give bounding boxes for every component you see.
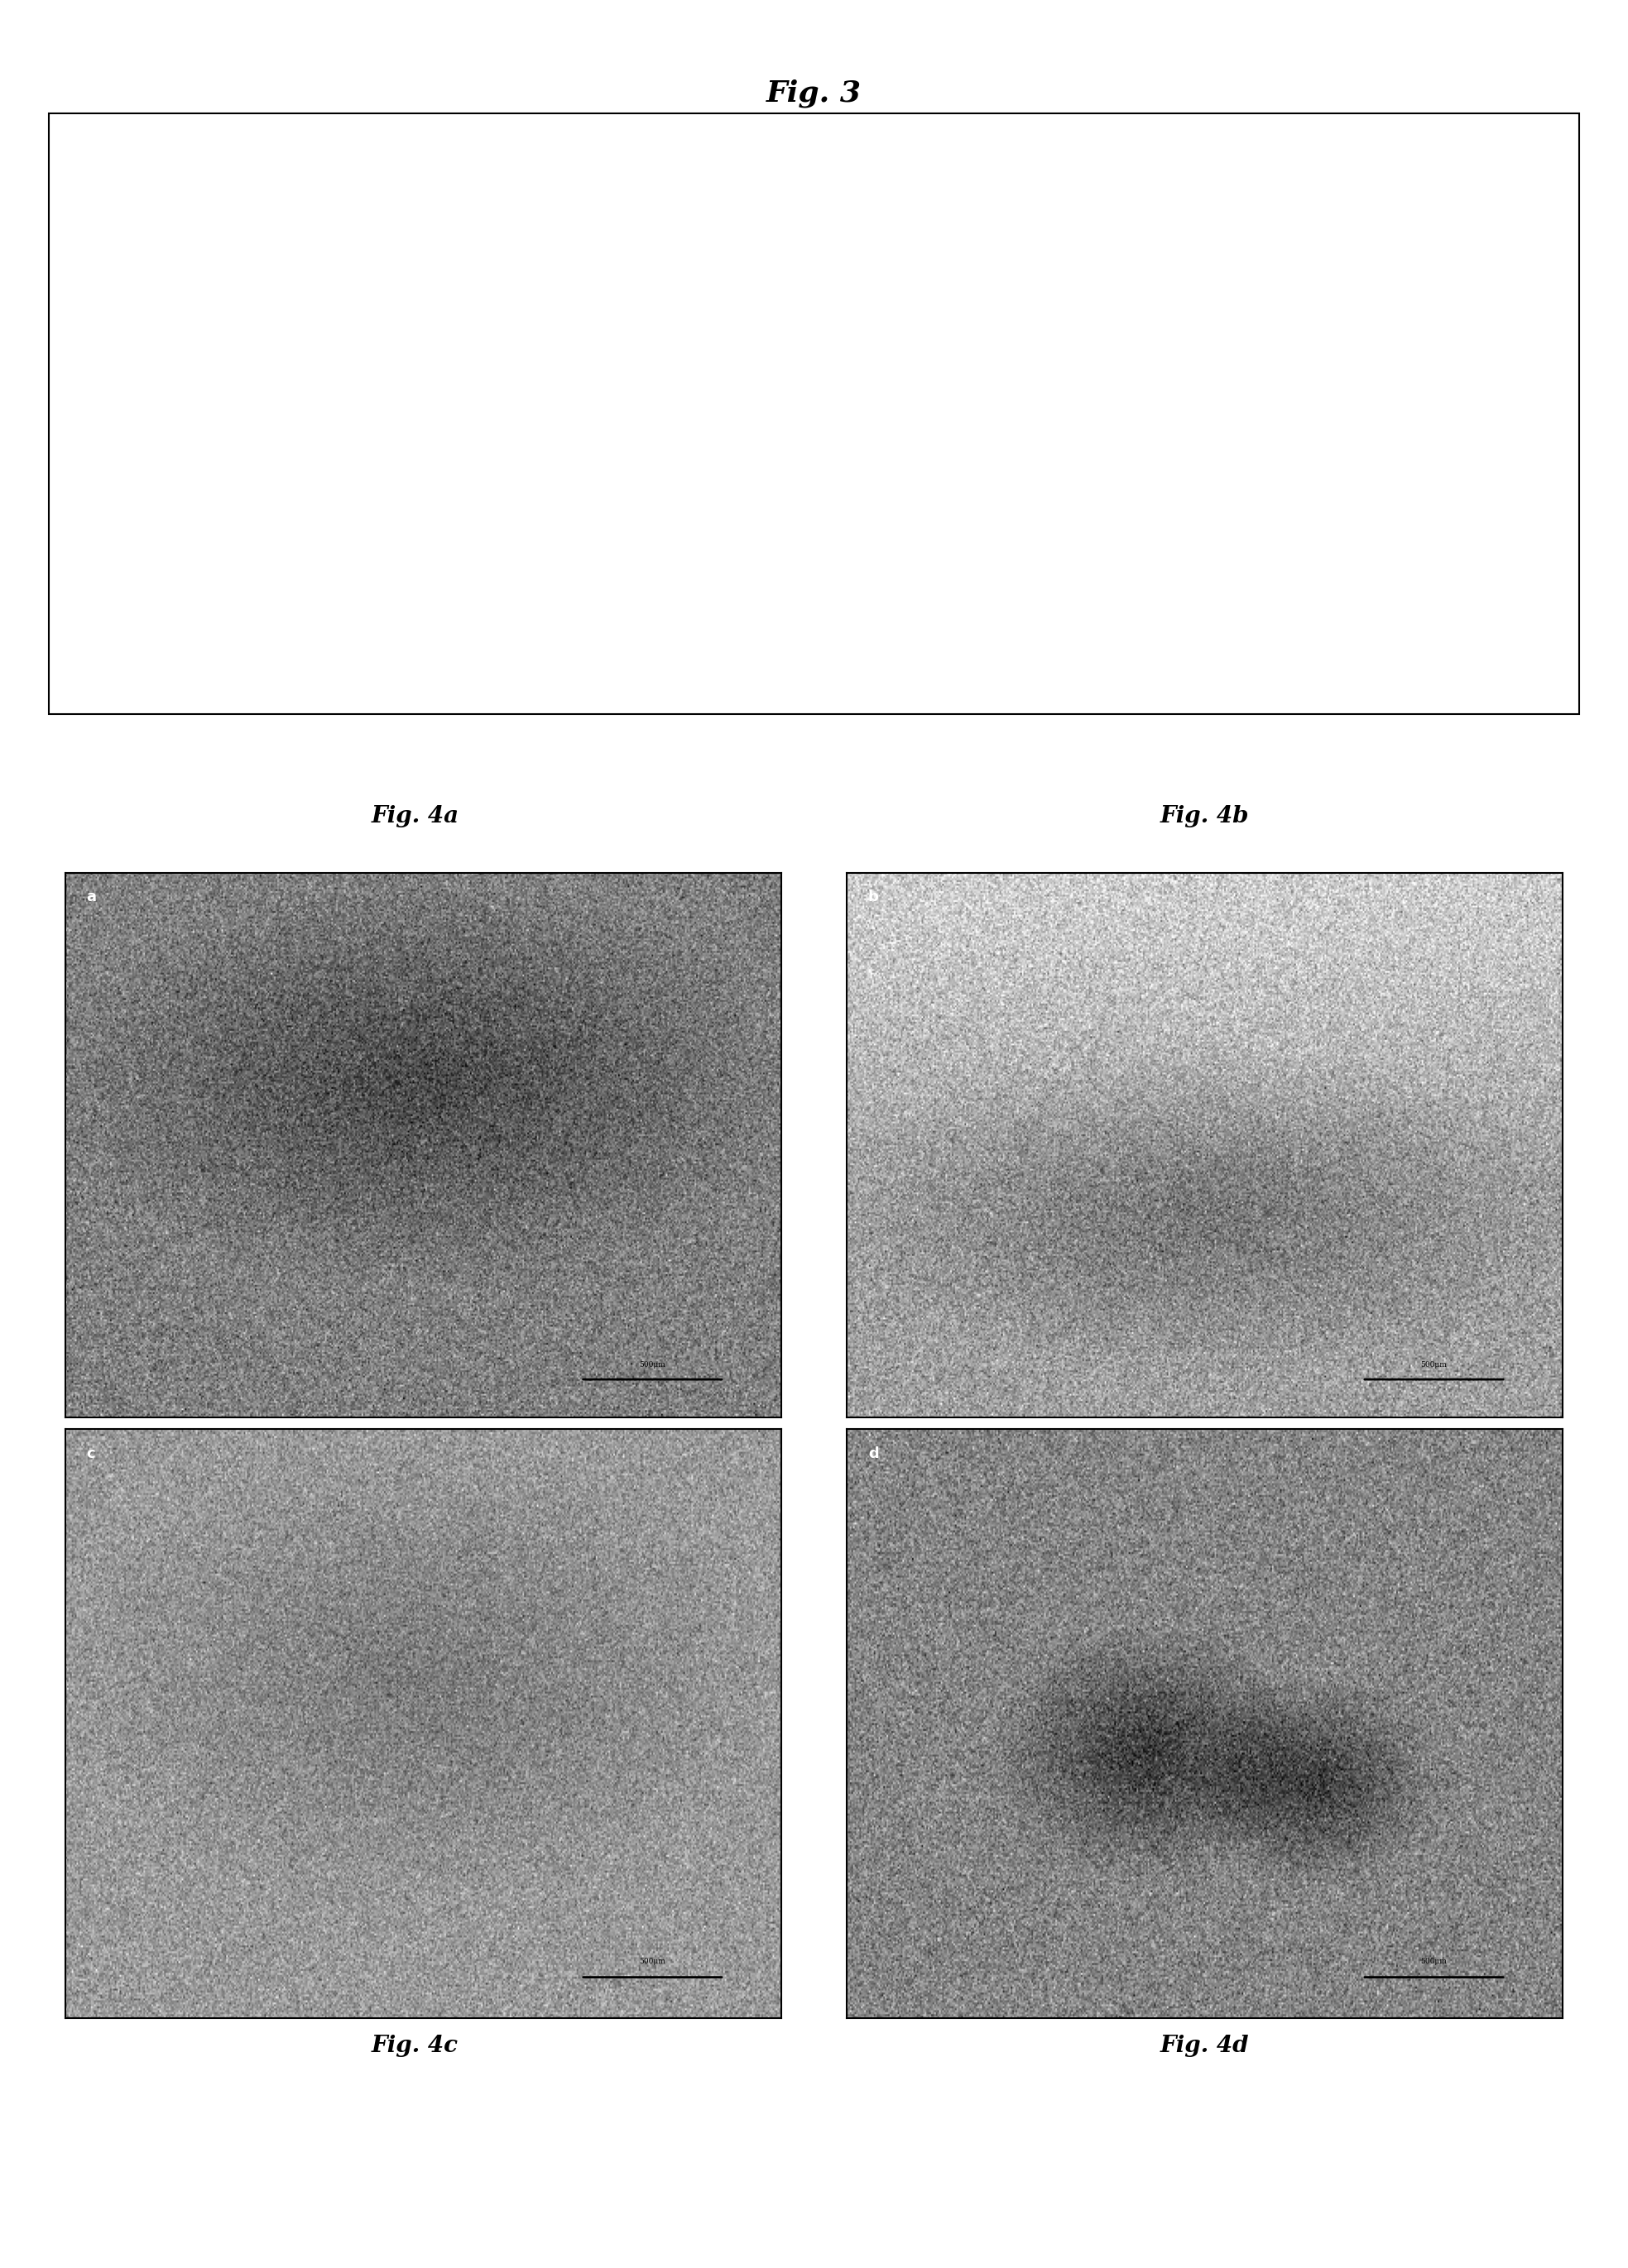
Text: 13.3%: 13.3%: [1001, 367, 1035, 379]
Text: Ex vivo expanded donor CD4⁺CD25⁺ 1x10⁶: Ex vivo expanded donor CD4⁺CD25⁺ 1x10⁶: [57, 578, 269, 590]
Text: +: +: [545, 467, 555, 479]
Text: -: -: [549, 653, 554, 665]
Text: 500μm: 500μm: [640, 1957, 666, 1966]
Text: 77.8%: 77.8%: [689, 125, 724, 136]
Text: Fig. 4d: Fig. 4d: [1161, 2034, 1249, 2057]
Text: Fig. 3: Fig. 3: [767, 79, 861, 109]
Text: 500μm: 500μm: [1421, 1361, 1447, 1368]
Text: +: +: [1325, 467, 1335, 479]
Text: +: +: [1013, 542, 1022, 553]
Text: d: d: [868, 1447, 879, 1461]
Text: Fig. 4c: Fig. 4c: [371, 2034, 459, 2057]
Text: a: a: [86, 889, 96, 905]
Text: 40: 40: [1166, 689, 1180, 701]
Text: -: -: [860, 578, 864, 590]
Text: Total number of mice: Total number of mice: [57, 689, 161, 701]
Text: +: +: [858, 542, 868, 553]
Text: 15: 15: [1011, 689, 1026, 701]
Text: +: +: [1169, 653, 1179, 665]
Text: c: c: [86, 1447, 96, 1461]
Text: 20%: 20%: [1317, 356, 1341, 365]
Text: +: +: [1013, 467, 1022, 479]
Bar: [1281, 399, 1377, 454]
Text: 100%: 100%: [379, 163, 410, 175]
Text: Fig. 4a: Fig. 4a: [371, 805, 459, 828]
Text: +: +: [858, 503, 868, 515]
Text: 62.5%: 62.5%: [1156, 188, 1192, 200]
Bar: [1125, 281, 1223, 454]
Text: +: +: [1480, 615, 1490, 626]
Bar: [970, 417, 1066, 454]
Text: -: -: [705, 653, 708, 665]
Bar: [658, 240, 755, 454]
Text: -: -: [394, 578, 397, 590]
Text: Balb/c-Nu BM 2x10⁶: Balb/c-Nu BM 2x10⁶: [57, 503, 156, 515]
Text: Ex vivo expanded third party CD4⁺CD25⁺ 1x10⁶: Ex vivo expanded third party CD4⁺CD25⁺ 1…: [57, 617, 293, 626]
Text: +: +: [1169, 503, 1179, 515]
Text: +: +: [1169, 467, 1179, 479]
Text: 14: 14: [544, 689, 558, 701]
Text: +: +: [1480, 503, 1490, 515]
Text: +: +: [1169, 542, 1179, 553]
Text: +: +: [702, 503, 711, 515]
Text: +: +: [1480, 542, 1490, 553]
Text: -: -: [1172, 615, 1175, 626]
Text: 4.5%: 4.5%: [848, 408, 876, 417]
Text: -: -: [1327, 653, 1332, 665]
Text: RAPA 5 μg/mouse/day: RAPA 5 μg/mouse/day: [57, 653, 164, 665]
Text: +: +: [1169, 578, 1179, 590]
Bar: [503, 179, 599, 454]
Text: +: +: [1325, 503, 1335, 515]
Y-axis label: Survival: Survival: [262, 263, 274, 315]
Text: +: +: [1325, 615, 1335, 626]
Text: -: -: [860, 615, 864, 626]
Text: 35: 35: [1478, 689, 1493, 701]
Bar: [1438, 304, 1534, 454]
Text: b: b: [868, 889, 879, 905]
Text: 500μm: 500μm: [640, 1361, 666, 1368]
Text: +: +: [1325, 542, 1335, 553]
Text: +: +: [702, 467, 711, 479]
Text: +: +: [1013, 578, 1022, 590]
Text: -: -: [705, 578, 708, 590]
Text: 500μm: 500μm: [1421, 1957, 1447, 1966]
Text: -: -: [394, 542, 397, 553]
Text: +: +: [545, 503, 555, 515]
Text: 9: 9: [703, 689, 710, 701]
Text: -: -: [549, 615, 554, 626]
Text: 54.3%: 54.3%: [1467, 229, 1503, 238]
Text: +: +: [1480, 467, 1490, 479]
Text: 15: 15: [1322, 689, 1337, 701]
Text: +: +: [391, 467, 400, 479]
Text: -: -: [549, 542, 554, 553]
Text: -: -: [1327, 578, 1332, 590]
Text: -: -: [1016, 615, 1021, 626]
Text: -: -: [860, 653, 864, 665]
Text: Fig. 4b: Fig. 4b: [1161, 805, 1249, 828]
Text: Irradiation of hosts (10Gy): Irradiation of hosts (10Gy): [57, 467, 187, 479]
Text: +: +: [391, 503, 400, 515]
Text: +: +: [1480, 653, 1490, 665]
Text: -: -: [1483, 578, 1486, 590]
Bar: [814, 442, 910, 454]
Text: -: -: [705, 542, 708, 553]
Text: 21: 21: [387, 689, 402, 701]
Text: +: +: [858, 467, 868, 479]
Text: -: -: [394, 615, 397, 626]
Text: -: -: [394, 653, 397, 665]
Text: Host T cells 1.5x10⁴: Host T cells 1.5x10⁴: [57, 542, 155, 551]
Text: 22: 22: [855, 689, 869, 701]
Bar: [347, 179, 443, 454]
Text: -: -: [1016, 653, 1021, 665]
Text: +: +: [1013, 503, 1022, 515]
Text: +: +: [545, 578, 555, 590]
Text: +: +: [702, 615, 711, 626]
Text: 100%: 100%: [536, 163, 567, 175]
